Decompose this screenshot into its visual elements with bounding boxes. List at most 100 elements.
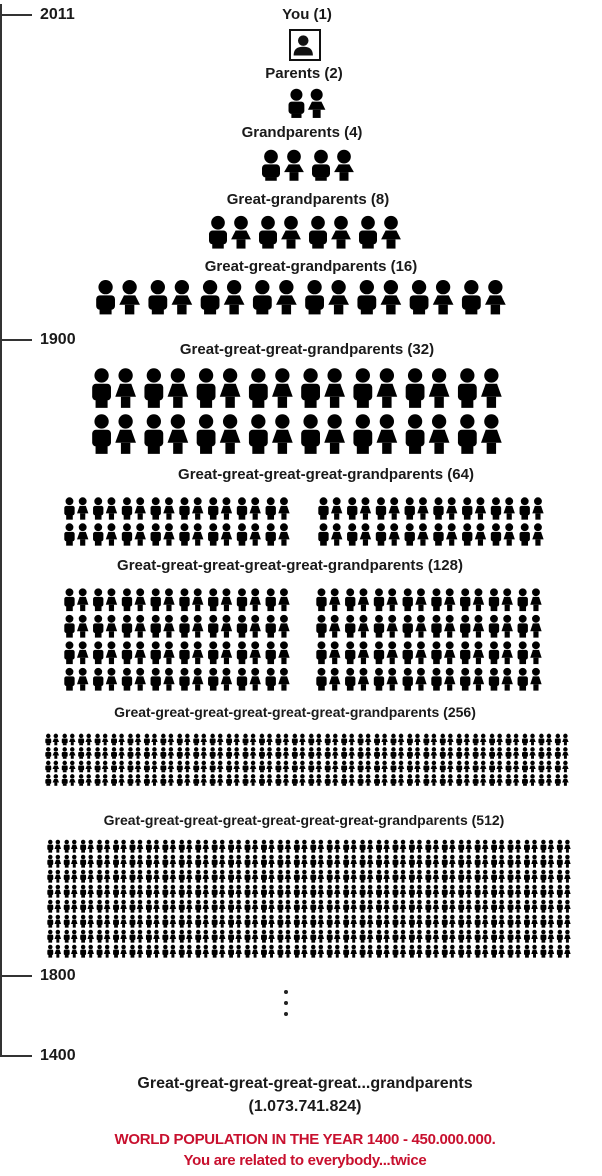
female-figure-icon xyxy=(334,944,341,958)
female-figure-icon xyxy=(69,733,76,746)
male-figure-icon xyxy=(341,733,348,746)
female-figure-icon xyxy=(103,944,111,958)
male-figure-icon xyxy=(431,588,442,612)
male-figure-icon xyxy=(47,899,54,913)
male-figure-icon xyxy=(178,884,185,898)
female-figure-icon xyxy=(531,854,538,868)
male-figure-icon xyxy=(505,774,512,786)
female-figure-icon xyxy=(350,854,357,868)
male-figure-icon xyxy=(554,760,561,773)
male-figure-icon xyxy=(80,884,87,898)
female-figure-icon xyxy=(219,368,241,408)
male-figure-icon xyxy=(392,899,399,913)
female-figure-icon xyxy=(120,854,127,868)
female-figure-icon xyxy=(317,884,325,898)
female-figure-icon xyxy=(562,760,569,773)
female-figure-icon xyxy=(359,523,372,546)
female-figure-icon xyxy=(151,774,158,786)
male-figure-icon xyxy=(374,774,380,786)
male-figure-icon xyxy=(195,929,202,943)
male-figure-icon xyxy=(129,944,136,958)
female-figure-icon xyxy=(249,774,257,786)
male-figure-icon xyxy=(359,914,366,928)
female-figure-icon xyxy=(465,944,473,958)
g7-grandparents-figures-svg xyxy=(47,839,571,958)
female-figure-icon xyxy=(530,641,542,665)
female-figure-icon xyxy=(103,929,111,943)
female-figure-icon xyxy=(530,667,542,691)
male-figure-icon xyxy=(236,641,248,665)
female-figure-icon xyxy=(479,733,487,746)
male-figure-icon xyxy=(228,929,235,943)
male-figure-icon xyxy=(507,854,514,868)
male-figure-icon xyxy=(61,774,68,786)
female-figure-icon xyxy=(103,884,111,898)
male-figure-icon xyxy=(162,839,169,853)
male-figure-icon xyxy=(160,760,167,773)
female-figure-icon xyxy=(249,641,261,665)
male-figure-icon xyxy=(343,929,350,943)
female-figure-icon xyxy=(167,774,175,786)
female-figure-icon xyxy=(432,869,440,883)
male-figure-icon xyxy=(402,614,413,638)
male-figure-icon xyxy=(113,944,119,958)
female-figure-icon xyxy=(284,884,292,898)
male-figure-icon xyxy=(423,760,430,773)
female-figure-icon xyxy=(169,884,177,898)
female-figure-icon xyxy=(383,899,390,913)
male-figure-icon xyxy=(145,884,152,898)
male-figure-icon xyxy=(63,899,70,913)
female-figure-icon xyxy=(428,368,450,408)
male-figure-icon xyxy=(316,614,327,638)
male-figure-icon xyxy=(324,733,331,746)
female-figure-icon xyxy=(278,614,290,638)
male-figure-icon xyxy=(357,280,377,315)
male-figure-icon xyxy=(441,899,448,913)
male-figure-icon xyxy=(195,944,202,958)
male-figure-icon xyxy=(244,929,251,943)
female-figure-icon xyxy=(531,869,538,883)
female-figure-icon xyxy=(268,944,275,958)
female-figure-icon xyxy=(472,588,485,612)
male-figure-icon xyxy=(345,588,356,612)
female-figure-icon xyxy=(388,497,400,520)
male-figure-icon xyxy=(80,929,87,943)
male-figure-icon xyxy=(392,869,399,883)
male-figure-icon xyxy=(316,667,327,691)
female-figure-icon xyxy=(496,747,503,759)
female-figure-icon xyxy=(414,747,421,759)
male-figure-icon xyxy=(61,760,68,773)
female-figure-icon xyxy=(301,869,308,883)
female-figure-icon xyxy=(381,733,388,746)
male-figure-icon xyxy=(373,641,385,665)
male-figure-icon xyxy=(556,914,563,928)
female-figure-icon xyxy=(69,747,76,759)
male-figure-icon xyxy=(121,667,133,691)
female-figure-icon xyxy=(54,854,62,868)
female-figure-icon xyxy=(449,839,456,853)
male-figure-icon xyxy=(408,929,415,943)
male-figure-icon xyxy=(376,914,382,928)
female-figure-icon xyxy=(416,854,423,868)
male-figure-icon xyxy=(145,839,152,853)
male-figure-icon xyxy=(196,414,216,454)
male-figure-icon xyxy=(341,747,348,759)
male-figure-icon xyxy=(441,869,448,883)
female-figure-icon xyxy=(399,929,407,943)
male-figure-icon xyxy=(179,641,190,665)
female-figure-icon xyxy=(416,839,423,853)
male-figure-icon xyxy=(236,523,248,546)
male-figure-icon xyxy=(236,614,248,638)
female-figure-icon xyxy=(328,280,349,315)
female-figure-icon xyxy=(118,760,125,773)
male-figure-icon xyxy=(143,747,150,759)
female-figure-icon xyxy=(547,899,555,913)
male-figure-icon xyxy=(160,774,167,786)
g5-grandparents-figures-left xyxy=(62,587,292,693)
male-figure-icon xyxy=(47,914,54,928)
male-figure-icon xyxy=(326,929,333,943)
female-figure-icon xyxy=(397,747,405,759)
female-figure-icon xyxy=(54,884,62,898)
female-figure-icon xyxy=(268,884,275,898)
male-figure-icon xyxy=(129,884,136,898)
